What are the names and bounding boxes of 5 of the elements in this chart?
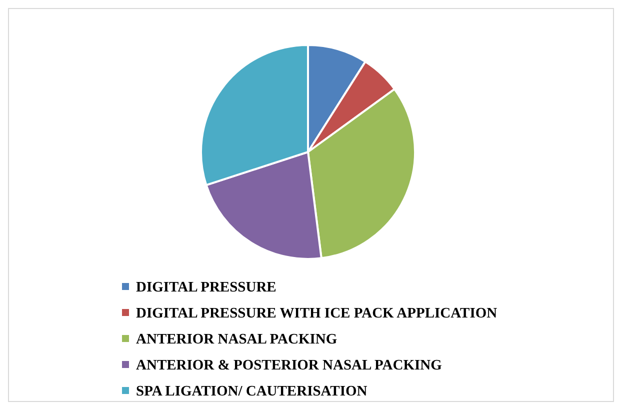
legend-label: SPA LIGATION/ CAUTERISATION bbox=[136, 383, 368, 400]
legend-label: ANTERIOR NASAL PACKING bbox=[136, 331, 338, 348]
legend-label: DIGITAL PRESSURE bbox=[136, 279, 276, 296]
legend-label: ANTERIOR & POSTERIOR NASAL PACKING bbox=[136, 357, 442, 374]
legend-label: DIGITAL PRESSURE WITH ICE PACK APPLICATION bbox=[136, 305, 498, 322]
